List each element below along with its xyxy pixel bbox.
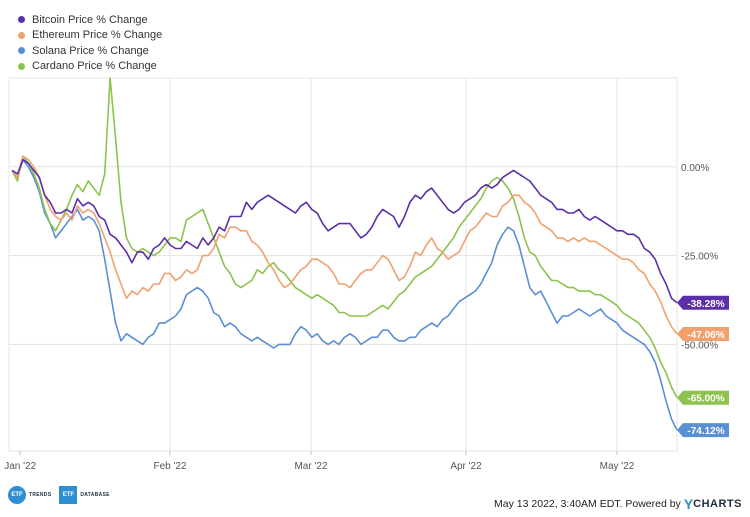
x-tick-label: Feb '22: [153, 461, 186, 472]
end-value-label: -65.00%: [687, 394, 724, 405]
legend-label-ethereum: Ethereum Price % Change: [32, 29, 163, 42]
legend-item-solana[interactable]: Solana Price % Change: [18, 43, 162, 59]
plot-area: [8, 77, 678, 452]
end-value-label: -47.06%: [687, 330, 724, 341]
y-tick-label: -25.00%: [681, 252, 718, 263]
series-line-bitcoin: [11, 158, 678, 304]
end-value-tag-solana: -74.12%: [677, 423, 729, 438]
footer-logos: ETF TRENDS ETF DATABASE: [8, 486, 110, 504]
etf-database-logo-text: DATABASE: [80, 492, 110, 498]
end-value-label: -74.12%: [687, 426, 724, 437]
end-value-tag-shape: [677, 295, 729, 310]
end-value-tag-bitcoin: -38.28%: [677, 295, 729, 310]
end-value-tag-ethereum: -47.06%: [677, 326, 729, 341]
series-line-ethereum: [11, 155, 678, 335]
x-tick-label: Mar '22: [294, 461, 327, 472]
footer-attribution: May 13 2022, 3:40AM EDT. Powered by Y CH…: [494, 496, 742, 512]
legend: Bitcoin Price % Change Ethereum Price % …: [18, 12, 162, 74]
legend-item-bitcoin[interactable]: Bitcoin Price % Change: [18, 12, 162, 28]
legend-label-bitcoin: Bitcoin Price % Change: [32, 13, 148, 26]
etf-database-logo-mark: ETF: [62, 492, 75, 498]
legend-swatch-ethereum: [18, 31, 25, 39]
ycharts-logo-text: CHARTS: [693, 498, 742, 510]
end-value-label: -38.28%: [687, 299, 724, 310]
etf-trends-logo-icon: ETF: [8, 486, 26, 504]
y-tick-label: -50.00%: [681, 340, 718, 351]
x-tick-label: Apr '22: [450, 461, 482, 472]
legend-label-solana: Solana Price % Change: [32, 44, 149, 57]
etf-trends-logo-mark: ETF: [11, 492, 23, 498]
legend-item-cardano[interactable]: Cardano Price % Change: [18, 59, 162, 75]
legend-swatch-solana: [18, 47, 25, 55]
series-line-solana: [11, 158, 678, 431]
footer-timestamp: May 13 2022, 3:40AM EDT. Powered by: [494, 498, 681, 510]
end-value-tag-shape: [677, 326, 729, 341]
end-value-tag-shape: [677, 390, 729, 405]
etf-database-logo-icon: ETF: [59, 486, 78, 504]
x-tick-label: Jan '22: [4, 461, 36, 472]
ycharts-logo-y: Y: [683, 496, 694, 512]
end-value-tag-shape: [677, 423, 729, 438]
etf-trends-logo-text: TRENDS: [29, 492, 52, 498]
y-tick-label: 0.00%: [681, 163, 709, 174]
series-line-cardano: [11, 77, 678, 399]
legend-label-cardano: Cardano Price % Change: [32, 60, 157, 73]
legend-swatch-bitcoin: [18, 16, 25, 24]
legend-swatch-cardano: [18, 62, 25, 70]
x-tick-label: May '22: [600, 461, 635, 472]
legend-item-ethereum[interactable]: Ethereum Price % Change: [18, 28, 162, 44]
end-value-tag-cardano: -65.00%: [677, 390, 729, 405]
